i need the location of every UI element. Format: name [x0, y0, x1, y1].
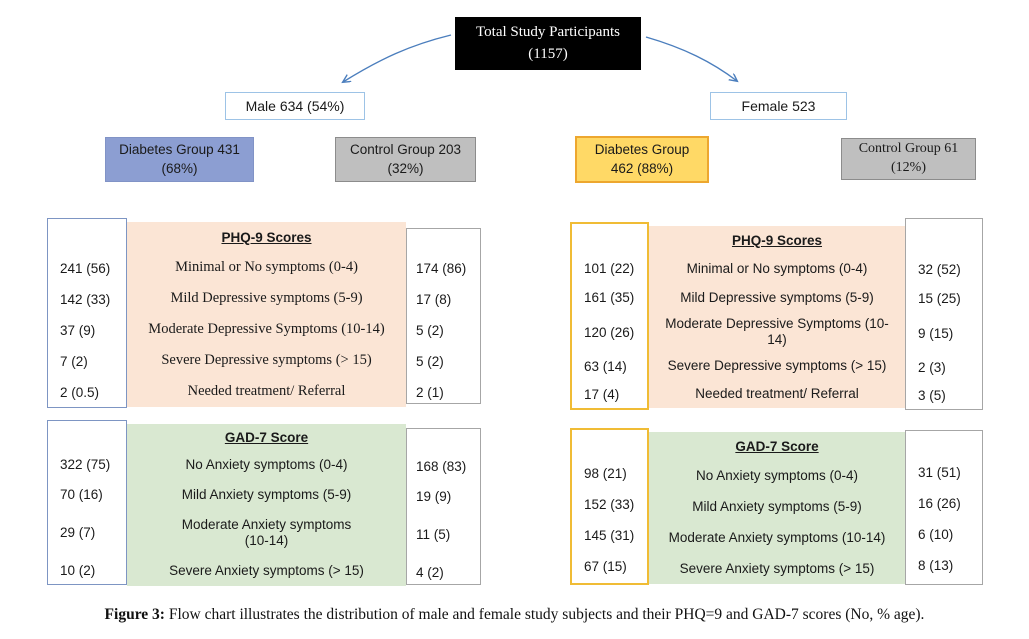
total-participants-box: Total Study Participants (1157)	[455, 17, 641, 70]
score-row-label: Mild Anxiety symptoms (5-9)	[181, 487, 352, 503]
male-gad7-control-counts-box: 168 (83) 19 (9) 11 (5) 4 (2)	[406, 428, 481, 585]
female-phq9-control-counts-box: 32 (52) 15 (25) 9 (15) 2 (3) 3 (5)	[905, 218, 983, 410]
figure-caption: Figure 3: Flow chart illustrates the dis…	[0, 606, 1029, 624]
female-control-group-label: Control Group 61 (12%)	[858, 141, 959, 175]
diabetes-count: 145 (31)	[584, 528, 635, 543]
score-row-label: Mild Anxiety symptoms (5-9)	[692, 498, 862, 514]
male-gad7-diabetes-counts-box: 322 (75) 70 (16) 29 (7) 10 (2)	[47, 420, 127, 585]
female-diabetes-group-box: Diabetes Group 462 (88%)	[575, 136, 709, 183]
control-count: 3 (5)	[918, 387, 946, 403]
control-count: 5 (2)	[416, 323, 444, 338]
control-count: 2 (1)	[416, 385, 444, 400]
control-count: 32 (52)	[918, 262, 961, 277]
diabetes-count: 17 (4)	[584, 386, 620, 402]
control-count: 31 (51)	[918, 465, 961, 480]
diabetes-count: 2 (0.5)	[60, 385, 100, 400]
control-count: 174 (86)	[416, 261, 467, 276]
diabetes-count: 142 (33)	[60, 292, 111, 307]
control-count: 16 (26)	[918, 496, 961, 511]
diabetes-count: 63 (14)	[584, 358, 627, 374]
male-phq9-panel: PHQ-9 Scores Minimal or No symptoms (0-4…	[127, 222, 406, 407]
score-row-label: Severe Depressive symptoms (> 15)	[667, 358, 887, 374]
score-row-label: Mild Depressive symptoms (5-9)	[170, 290, 363, 307]
diabetes-count: 152 (33)	[584, 497, 635, 512]
panel-title: GAD-7 Score	[224, 429, 309, 445]
diabetes-count: 67 (15)	[584, 559, 627, 574]
total-participants-line1: Total Study Participants	[476, 23, 620, 40]
female-phq9-panel: PHQ-9 Scores Minimal or No symptoms (0-4…	[649, 226, 905, 408]
male-diabetes-group-label: Diabetes Group 431 (68%)	[119, 142, 240, 176]
control-count: 9 (15)	[918, 325, 954, 341]
score-row-label: No Anxiety symptoms (0-4)	[185, 457, 348, 473]
control-count: 17 (8)	[416, 292, 452, 307]
control-count: 15 (25)	[918, 291, 961, 306]
male-box: Male 634 (54%)	[225, 92, 365, 120]
female-diabetes-group-label: Diabetes Group 462 (88%)	[594, 142, 690, 176]
control-count: 2 (3)	[918, 359, 946, 375]
control-count: 11 (5)	[416, 526, 451, 542]
score-row-label: Severe Anxiety symptoms (> 15)	[679, 560, 875, 576]
panel-title: PHQ-9 Scores	[221, 229, 312, 245]
female-gad7-panel: GAD-7 Score No Anxiety symptoms (0-4) Mi…	[649, 432, 905, 584]
diabetes-count: 29 (7)	[60, 524, 96, 540]
female-control-group-box: Control Group 61 (12%)	[841, 138, 976, 180]
male-control-group-box: Control Group 203 (32%)	[335, 137, 476, 182]
control-count: 8 (13)	[918, 558, 954, 573]
male-phq9-control-counts-box: 174 (86) 17 (8) 5 (2) 5 (2) 2 (1)	[406, 228, 481, 404]
diabetes-count: 241 (56)	[60, 261, 111, 276]
diabetes-count: 37 (9)	[60, 323, 96, 338]
diabetes-count: 10 (2)	[60, 562, 96, 578]
score-row-label: Needed treatment/ Referral	[695, 386, 859, 402]
score-row-label: No Anxiety symptoms (0-4)	[695, 467, 859, 483]
score-row-label: Mild Depressive symptoms (5-9)	[680, 289, 874, 305]
panel-title: GAD-7 Score	[735, 438, 819, 454]
diabetes-count: 322 (75)	[60, 456, 111, 472]
score-row-label: Moderate Depressive Symptoms (10-14)	[665, 316, 889, 347]
male-phq9-diabetes-counts-box: 241 (56) 142 (33) 37 (9) 7 (2) 2 (0.5)	[47, 218, 127, 408]
female-label: Female 523	[741, 98, 816, 114]
score-row-label: Moderate Anxiety symptoms (10-14)	[181, 517, 352, 548]
control-count: 19 (9)	[416, 488, 452, 504]
diabetes-count: 70 (16)	[60, 486, 103, 502]
male-gad7-panel: GAD-7 Score No Anxiety symptoms (0-4) Mi…	[127, 424, 406, 586]
score-row-label: Severe Anxiety symptoms (> 15)	[169, 563, 364, 579]
control-count: 4 (2)	[416, 564, 444, 580]
control-count: 6 (10)	[918, 527, 954, 542]
arrow-to-male	[343, 34, 452, 82]
total-participants-line2: (1157)	[528, 45, 568, 62]
female-box: Female 523	[710, 92, 847, 120]
female-gad7-control-counts-box: 31 (51) 16 (26) 6 (10) 8 (13)	[905, 430, 983, 585]
control-count: 5 (2)	[416, 354, 444, 369]
diabetes-count: 161 (35)	[584, 290, 635, 305]
male-label: Male 634 (54%)	[245, 98, 345, 114]
female-gad7-diabetes-counts-box: 98 (21) 152 (33) 145 (31) 67 (15)	[570, 428, 649, 585]
diabetes-count: 98 (21)	[584, 466, 627, 481]
arrow-to-female	[645, 36, 737, 81]
panel-title: PHQ-9 Scores	[731, 232, 823, 248]
male-diabetes-group-box: Diabetes Group 431 (68%)	[105, 137, 254, 182]
score-row-label: Minimal or No symptoms (0-4)	[686, 260, 868, 276]
male-control-group-label: Control Group 203 (32%)	[349, 142, 462, 176]
control-count: 168 (83)	[416, 458, 467, 474]
diabetes-count: 7 (2)	[60, 354, 88, 369]
figure-caption-text: Flow chart illustrates the distribution …	[168, 606, 925, 623]
diabetes-count: 120 (26)	[584, 324, 635, 340]
score-row-label: Minimal or No symptoms (0-4)	[175, 259, 358, 276]
figure-caption-prefix: Figure 3:	[104, 606, 165, 623]
score-row-label: Needed treatment/ Referral	[187, 383, 346, 400]
score-row-label: Moderate Depressive Symptoms (10-14)	[148, 321, 385, 338]
score-row-label: Severe Depressive symptoms (> 15)	[161, 352, 372, 369]
diabetes-count: 101 (22)	[584, 261, 635, 276]
score-row-label: Moderate Anxiety symptoms (10-14)	[668, 529, 886, 545]
female-phq9-diabetes-counts-box: 101 (22) 161 (35) 120 (26) 63 (14) 17 (4…	[570, 222, 649, 410]
